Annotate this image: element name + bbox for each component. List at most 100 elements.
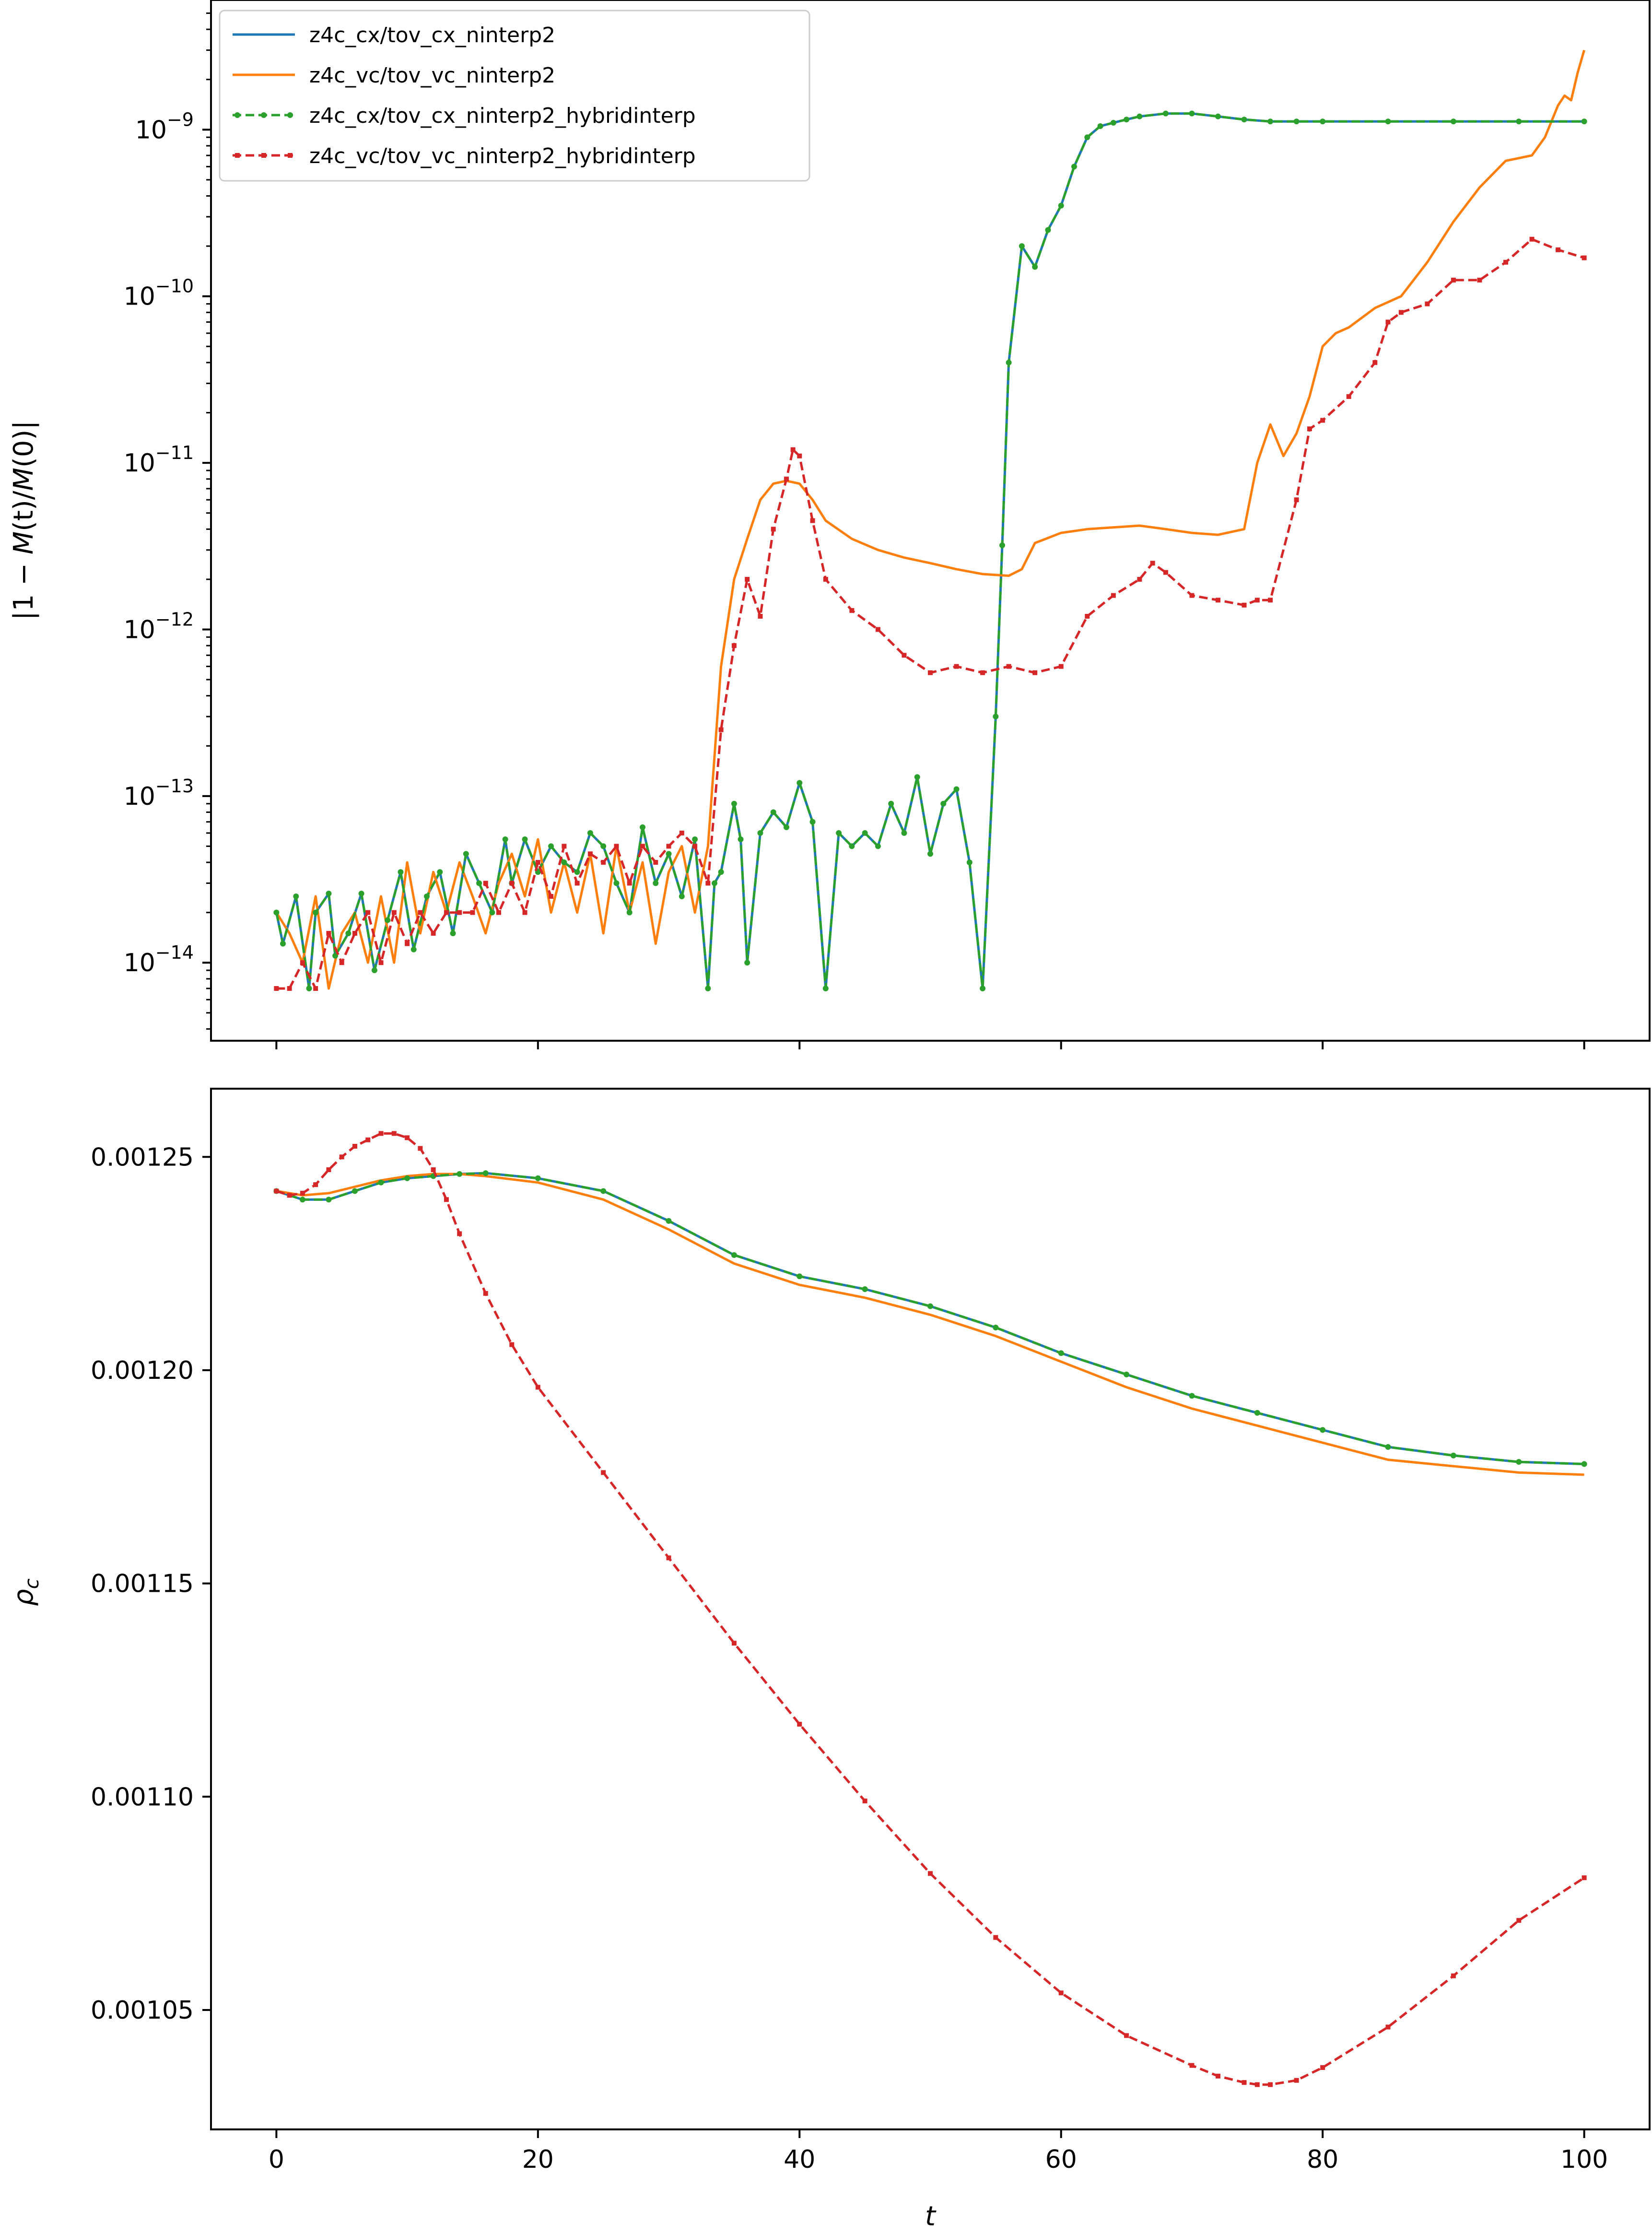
top-point-2-6 <box>332 952 339 959</box>
top-point-2-15 <box>450 930 456 937</box>
top-point-2-57 <box>966 859 972 866</box>
top-point-2-66 <box>1071 164 1077 170</box>
top-point-3-42 <box>810 518 815 523</box>
top-point-2-65 <box>1058 202 1064 209</box>
top-point-3-16 <box>483 881 488 886</box>
top-point-2-33 <box>679 893 685 900</box>
bottom-xtick-label-5: 100 <box>1560 2145 1608 2174</box>
top-point-3-45 <box>875 627 880 632</box>
bottom-point-3-0 <box>274 1188 279 1194</box>
top-point-3-72 <box>1477 278 1482 283</box>
top-point-3-73 <box>1503 259 1508 265</box>
bottom-point-2-17 <box>1058 1350 1064 1356</box>
top-point-3-44 <box>849 608 855 613</box>
top-point-3-36 <box>745 576 750 582</box>
top-point-3-49 <box>980 670 985 675</box>
legend-entries: z4c_cx/tov_cx_ninterp2 z4c_vc/tov_vc_nint… <box>233 23 696 168</box>
top-point-3-6 <box>352 931 357 936</box>
top-point-2-80 <box>1450 118 1456 125</box>
top-ytick-label-3: 10−11 <box>124 442 194 478</box>
legend-marker-2-1 <box>261 112 267 118</box>
bottom-point-2-5 <box>404 1175 410 1181</box>
bottom-point-3-7 <box>365 1137 371 1142</box>
bottom-point-3-35 <box>1451 1973 1456 1978</box>
top-point-2-48 <box>849 843 855 849</box>
top-point-3-12 <box>431 931 436 936</box>
top-point-3-53 <box>1085 613 1090 619</box>
top-point-3-60 <box>1242 602 1247 608</box>
top-point-2-59 <box>993 714 999 720</box>
top-point-3-4 <box>326 931 331 936</box>
bottom-point-2-12 <box>731 1252 737 1258</box>
bottom-y-ticks: 0.00105 0.00110 0.00115 0.00120 0.00125 <box>91 1143 211 2025</box>
bottom-point-2-16 <box>993 1325 999 1331</box>
legend-label-1: z4c_vc/tov_vc_ninterp2 <box>309 63 555 88</box>
bottom-ytick-label-3: 0.00120 <box>91 1356 194 1385</box>
top-point-2-30 <box>640 824 645 830</box>
top-panel: 10−14 10−13 10−12 10−11 10−10 10−9 |1 − M(t)/… <box>8 0 1651 1049</box>
bottom-point-2-10 <box>600 1188 607 1194</box>
top-point-2-16 <box>463 851 469 857</box>
bottom-point-2-19 <box>1189 1393 1195 1399</box>
top-point-3-67 <box>1372 360 1378 365</box>
bottom-point-2-24 <box>1516 1459 1522 1465</box>
top-point-2-27 <box>600 843 607 849</box>
top-point-3-0 <box>274 986 279 991</box>
bottom-point-3-6 <box>352 1144 357 1149</box>
bottom-point-3-28 <box>1216 2073 1220 2079</box>
top-point-3-57 <box>1163 570 1168 575</box>
bottom-point-3-13 <box>444 1197 449 1202</box>
top-point-2-69 <box>1110 119 1116 126</box>
top-point-2-38 <box>731 800 737 807</box>
top-point-2-58 <box>980 986 986 992</box>
bottom-series-line-2 <box>276 1172 1584 1466</box>
bottom-point-2-4 <box>378 1179 384 1186</box>
top-point-2-81 <box>1516 118 1522 125</box>
top-point-3-29 <box>653 860 658 865</box>
top-ytick-label-2: 10−12 <box>124 609 194 644</box>
top-point-3-28 <box>640 844 645 849</box>
top-series-group <box>273 49 1587 992</box>
bottom-ytick-label-1: 0.00110 <box>91 1783 194 1811</box>
top-point-2-74 <box>1215 113 1221 119</box>
bottom-point-2-13 <box>797 1273 803 1280</box>
top-point-3-21 <box>549 894 554 899</box>
bottom-point-3-31 <box>1268 2082 1273 2087</box>
top-point-3-70 <box>1425 301 1430 306</box>
bottom-point-3-17 <box>535 1385 540 1390</box>
bottom-xtick-label-1: 20 <box>522 2145 554 2174</box>
bottom-series-3 <box>274 1131 1587 2087</box>
top-point-2-28 <box>613 880 620 886</box>
top-point-2-25 <box>574 869 580 875</box>
top-point-2-34 <box>692 836 698 843</box>
top-point-2-50 <box>875 843 881 849</box>
top-point-3-19 <box>522 910 527 915</box>
top-point-3-3 <box>313 986 318 991</box>
top-point-2-10 <box>385 917 391 923</box>
bottom-point-3-2 <box>300 1190 305 1196</box>
top-point-3-55 <box>1137 576 1142 582</box>
legend-marker-3-2 <box>288 153 293 158</box>
top-point-3-5 <box>339 960 344 965</box>
top-point-3-54 <box>1111 593 1116 598</box>
bottom-y-axis-label: ρc <box>8 1578 43 1606</box>
bottom-point-2-15 <box>927 1303 933 1309</box>
top-point-2-32 <box>666 851 672 857</box>
bottom-point-2-3 <box>352 1188 358 1194</box>
bottom-point-3-16 <box>509 1342 515 1347</box>
bottom-plot-frame <box>210 1088 1651 2130</box>
top-point-2-82 <box>1581 118 1587 125</box>
top-point-3-51 <box>1032 670 1038 675</box>
top-x-ticks <box>275 1041 1585 1049</box>
bottom-panel: 0 20 40 60 80 100 0.00105 0.00110 0.00115 0.0012… <box>8 1088 1651 2232</box>
top-point-3-2 <box>300 960 305 965</box>
top-point-3-34 <box>718 727 724 732</box>
bottom-ytick-label-2: 0.00115 <box>91 1570 194 1598</box>
bottom-point-3-30 <box>1254 2082 1260 2087</box>
top-point-3-50 <box>1006 664 1011 669</box>
bottom-point-3-4 <box>326 1167 331 1172</box>
top-point-3-31 <box>679 830 684 835</box>
top-point-2-13 <box>424 893 430 900</box>
bottom-point-2-9 <box>535 1175 541 1181</box>
